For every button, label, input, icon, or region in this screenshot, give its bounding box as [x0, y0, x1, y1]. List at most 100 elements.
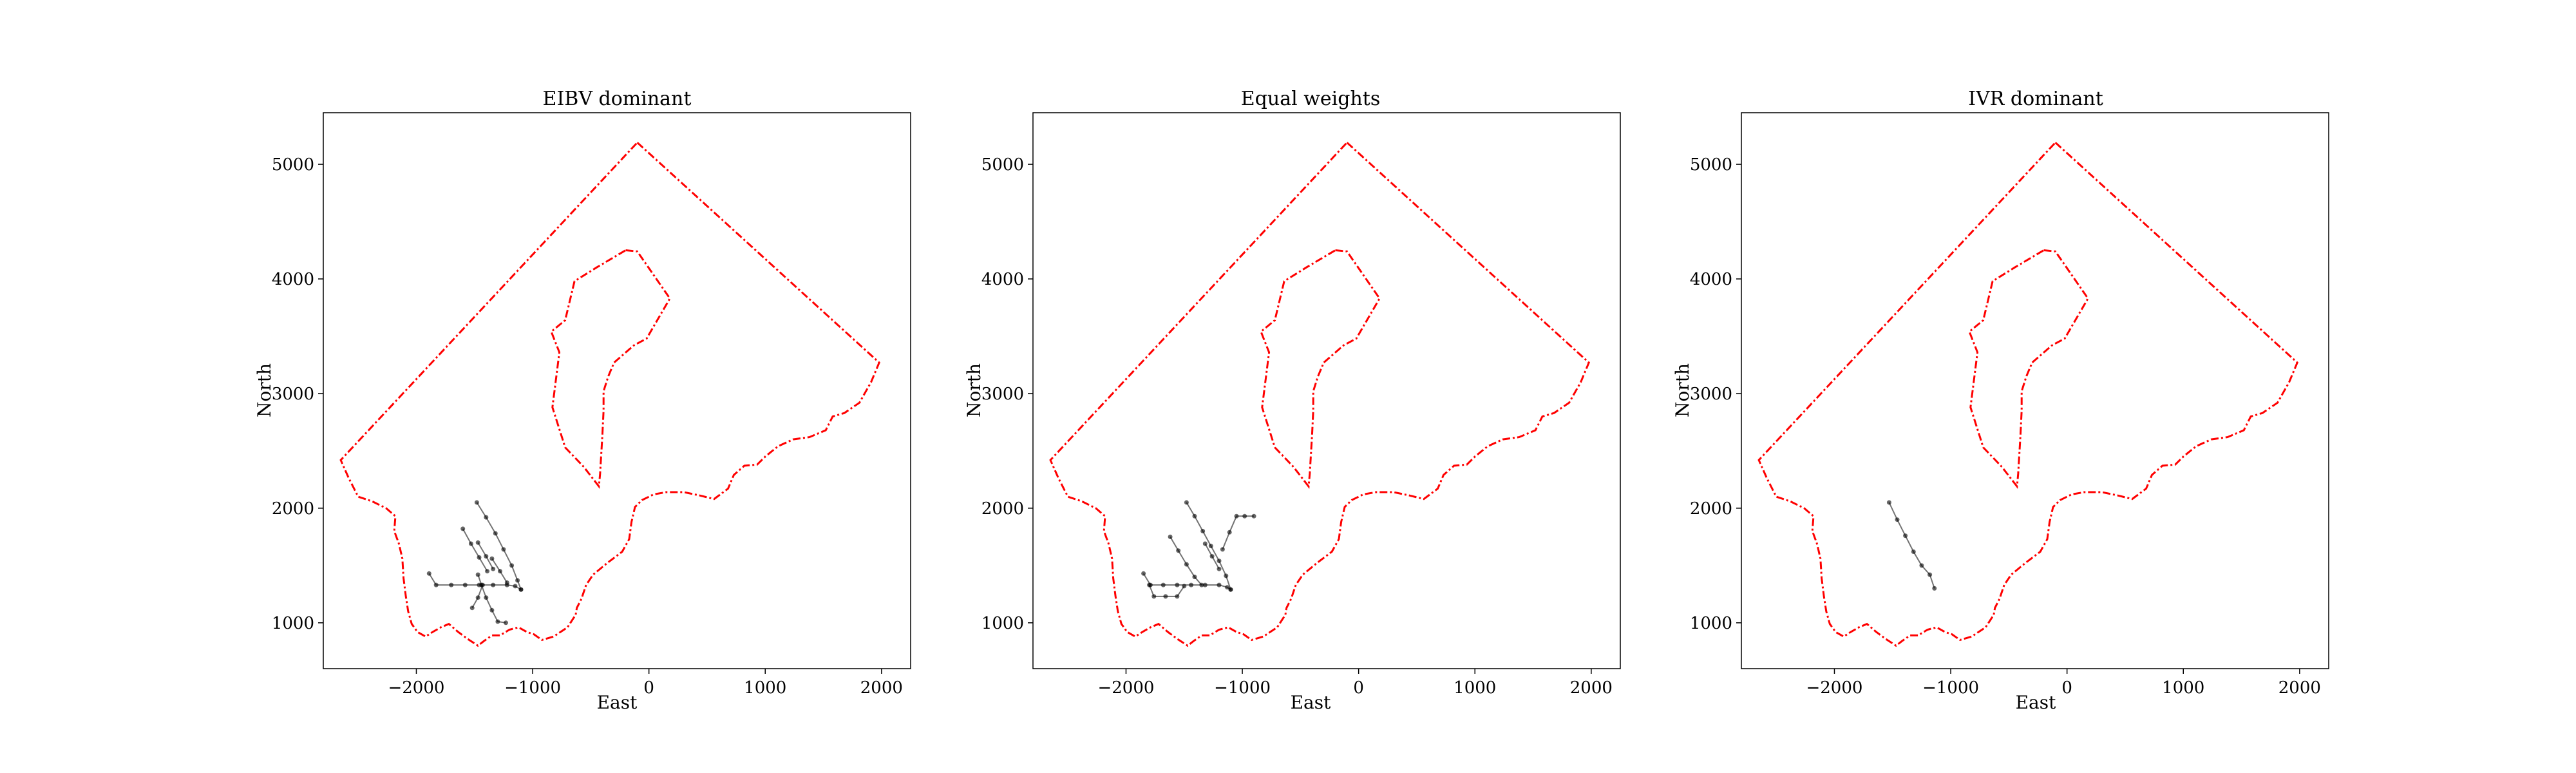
trajectory-point [513, 584, 518, 589]
trajectory-point [1220, 547, 1225, 552]
trajectory-point [504, 620, 508, 625]
trajectory-point [489, 556, 495, 561]
trajectory-point [1184, 500, 1189, 505]
trajectory-point [498, 569, 502, 574]
trajectory-point [1927, 572, 1933, 577]
trajectory-point [475, 572, 480, 577]
outer-boundary-line [1757, 142, 2298, 647]
trajectory-point [1200, 529, 1206, 533]
trajectory-point [1895, 517, 1900, 522]
y-tick-label: 5000 [272, 155, 314, 175]
plot-frame [1032, 112, 1621, 669]
trajectory-point [504, 582, 509, 587]
trajectory-point [491, 566, 496, 571]
trajectory-point [1209, 554, 1215, 559]
y-tick-label: 1000 [981, 614, 1024, 633]
trajectory-point [475, 595, 480, 600]
trajectory-point [433, 582, 439, 587]
trajectory-point [489, 607, 495, 613]
trajectory-point [1202, 582, 1208, 587]
trajectory-point [449, 582, 454, 587]
y-axis-label: North [254, 363, 275, 417]
y-axis-label: North [963, 363, 985, 417]
trajectory-point [484, 595, 489, 600]
trajectory-point [1163, 594, 1168, 599]
trajectory-point [509, 563, 515, 568]
outer-boundary-line [1049, 142, 1590, 647]
trajectory-point [1228, 587, 1233, 592]
x-tick-label: −2000 [1806, 678, 1862, 698]
trajectory-segment [1170, 536, 1202, 586]
subplot-equal-weights: Equal weights East North −2000 −1000 0 1000… [963, 88, 1621, 713]
trajectory-point [460, 526, 466, 531]
trajectory-point [1903, 533, 1908, 539]
trajectory-point [1175, 582, 1180, 587]
trajectory-point [474, 500, 479, 505]
y-tick-label: 4000 [272, 270, 314, 289]
trajectory-point [1217, 566, 1222, 571]
panel-title: EIBV dominant [543, 88, 692, 110]
x-axis-label: East [1291, 692, 1332, 713]
x-tick-label: 2000 [2278, 678, 2321, 698]
x-tick-label: −2000 [388, 678, 444, 698]
plot-frame [1741, 112, 2329, 669]
x-tick-label: 0 [643, 678, 654, 698]
y-tick-label: 2000 [272, 499, 314, 519]
inner-island-line [550, 249, 671, 490]
trajectory-point [1176, 548, 1181, 553]
y-tick-label: 2000 [981, 499, 1024, 519]
y-tick-label: 4000 [981, 270, 1024, 289]
trajectory-point [468, 541, 473, 546]
panel-title: Equal weights [1241, 88, 1380, 110]
y-tick-label: 1000 [272, 614, 314, 633]
x-tick-label: 1000 [2162, 678, 2204, 698]
trajectory-point [475, 540, 480, 545]
trajectory-point [1217, 558, 1222, 564]
panel-title: IVR dominant [1968, 88, 2103, 110]
y-tick-label: 1000 [1690, 614, 1732, 633]
x-tick-label: −1000 [1214, 678, 1271, 698]
outer-boundary-line [339, 142, 880, 647]
trajectory-point [1168, 534, 1173, 539]
trajectory-point [1224, 573, 1229, 578]
y-axis-label: North [1672, 363, 1693, 417]
x-tick-label: 2000 [1570, 678, 1613, 698]
y-tick-label: 5000 [1690, 155, 1732, 175]
trajectory-point [1192, 513, 1197, 519]
trajectory-point [1227, 530, 1232, 535]
trajectory-point [1208, 544, 1213, 549]
subplot-eibv-dominant: EIBV dominant East North −2000 −1000 0 1000… [254, 88, 911, 713]
trajectory-point [1160, 582, 1166, 587]
trajectory-point [1919, 563, 1924, 568]
trajectory-point [1225, 585, 1230, 590]
trajectory-segment [1222, 515, 1255, 550]
inner-island-line [1968, 249, 2089, 490]
trajectory-segment [1888, 502, 1935, 589]
trajectory-point [1151, 594, 1157, 599]
trajectory-point [484, 515, 489, 520]
trajectory-point [1147, 582, 1152, 587]
y-tick-label: 5000 [981, 155, 1024, 175]
y-tick-label: 3000 [981, 385, 1024, 404]
x-tick-label: 1000 [744, 678, 786, 698]
subplot-ivr-dominant: IVR dominant East North −2000 −1000 0 1000 2… [1672, 88, 2329, 713]
trajectory-point [1192, 575, 1197, 580]
trajectory-point [480, 582, 485, 587]
trajectory-point [469, 606, 475, 611]
trajectory-point [485, 569, 490, 574]
trajectory-segment [1142, 573, 1231, 591]
trajectory-segment [462, 528, 488, 572]
x-tick-label: 0 [1353, 678, 1364, 698]
x-tick-label: 0 [2061, 678, 2072, 698]
trajectory-point [1141, 571, 1146, 576]
x-tick-label: 2000 [860, 678, 903, 698]
trajectory-point [1886, 500, 1891, 505]
y-tick-label: 4000 [1690, 270, 1732, 289]
y-tick-label: 2000 [1690, 499, 1732, 519]
trajectory-point [493, 531, 498, 536]
plot-frame [323, 112, 911, 669]
inner-island-line [1260, 249, 1381, 490]
trajectory-point [518, 587, 524, 592]
x-tick-label: −2000 [1097, 678, 1154, 698]
x-axis-label: East [597, 692, 638, 713]
